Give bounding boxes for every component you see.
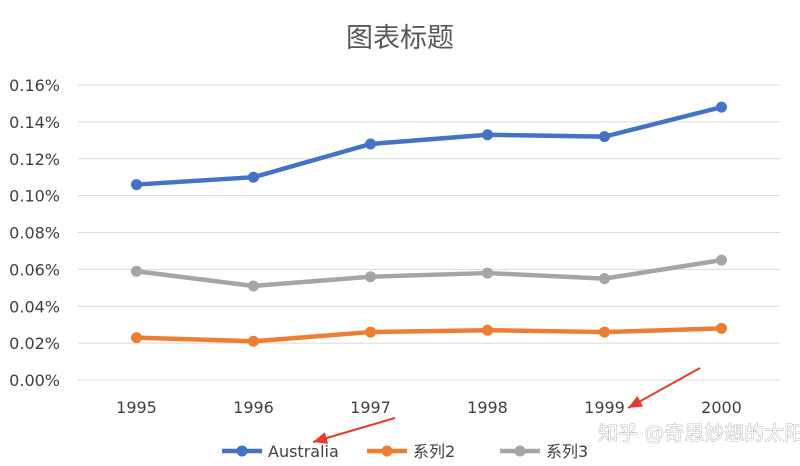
x-tick-label: 1998 xyxy=(467,398,508,417)
y-tick-label: 0.00% xyxy=(9,371,60,390)
x-tick-label: 1996 xyxy=(233,398,274,417)
red-arrow xyxy=(627,367,701,409)
data-point xyxy=(482,267,493,279)
y-tick-label: 0.08% xyxy=(9,224,60,243)
y-tick-label: 0.14% xyxy=(9,113,60,132)
data-point xyxy=(482,324,493,336)
x-axis-ticks: 1995 1996 1997 1998 1999 2000 xyxy=(116,398,742,417)
arrow-head xyxy=(313,432,329,444)
y-tick-label: 0.12% xyxy=(9,150,60,169)
data-point xyxy=(716,101,727,113)
data-point xyxy=(248,335,259,347)
data-point xyxy=(248,171,259,183)
y-tick-label: 0.06% xyxy=(9,260,60,279)
legend-label: Australia xyxy=(268,442,339,461)
x-tick-label: 2000 xyxy=(701,398,742,417)
data-point xyxy=(131,265,142,277)
arrow-head xyxy=(628,395,644,408)
y-tick-label: 0.16% xyxy=(9,76,60,95)
data-point xyxy=(131,179,142,191)
data-point xyxy=(365,326,376,338)
x-tick-label: 1997 xyxy=(350,398,391,417)
x-tick-label: 1995 xyxy=(116,398,157,417)
legend-label: 系列2 xyxy=(413,442,455,461)
legend-item: 系列2 xyxy=(367,442,455,461)
red-arrow xyxy=(312,417,396,444)
data-point xyxy=(365,138,376,150)
gridlines xyxy=(78,84,780,381)
series-3 xyxy=(131,254,727,292)
data-point xyxy=(599,326,610,338)
arrow-shaft xyxy=(312,417,396,443)
x-tick-label: 1999 xyxy=(584,398,625,417)
y-tick-label: 0.02% xyxy=(9,334,60,353)
legend-marker xyxy=(381,445,393,457)
series-line xyxy=(134,104,724,187)
data-point xyxy=(131,332,142,344)
legend-label: 系列3 xyxy=(546,442,588,461)
watermark: 知乎 @奇思妙想的太阳 xyxy=(598,421,800,445)
legend-item: Australia xyxy=(222,442,339,461)
data-point xyxy=(365,271,376,283)
data-point xyxy=(482,129,493,141)
y-tick-label: 0.04% xyxy=(9,297,60,316)
series-lines xyxy=(131,101,727,347)
legend-item: 系列3 xyxy=(500,442,588,461)
series-line xyxy=(134,257,724,289)
series-2 xyxy=(131,322,727,347)
chart-title: 图表标题 xyxy=(346,23,454,54)
data-point xyxy=(599,131,610,143)
data-point xyxy=(716,254,727,266)
legend-marker xyxy=(514,445,526,457)
y-axis-ticks: 0.00% 0.02% 0.04% 0.06% 0.08% 0.10% 0.12% 0.14%… xyxy=(9,76,60,390)
series-1 xyxy=(131,101,727,191)
data-point xyxy=(248,280,259,292)
legend-marker xyxy=(236,445,248,457)
y-tick-label: 0.10% xyxy=(9,187,60,206)
data-point xyxy=(716,322,727,334)
legend: Australia 系列2 系列3 xyxy=(222,442,588,461)
annotation-arrows xyxy=(312,367,701,444)
series-line xyxy=(134,326,724,344)
data-point xyxy=(599,273,610,285)
